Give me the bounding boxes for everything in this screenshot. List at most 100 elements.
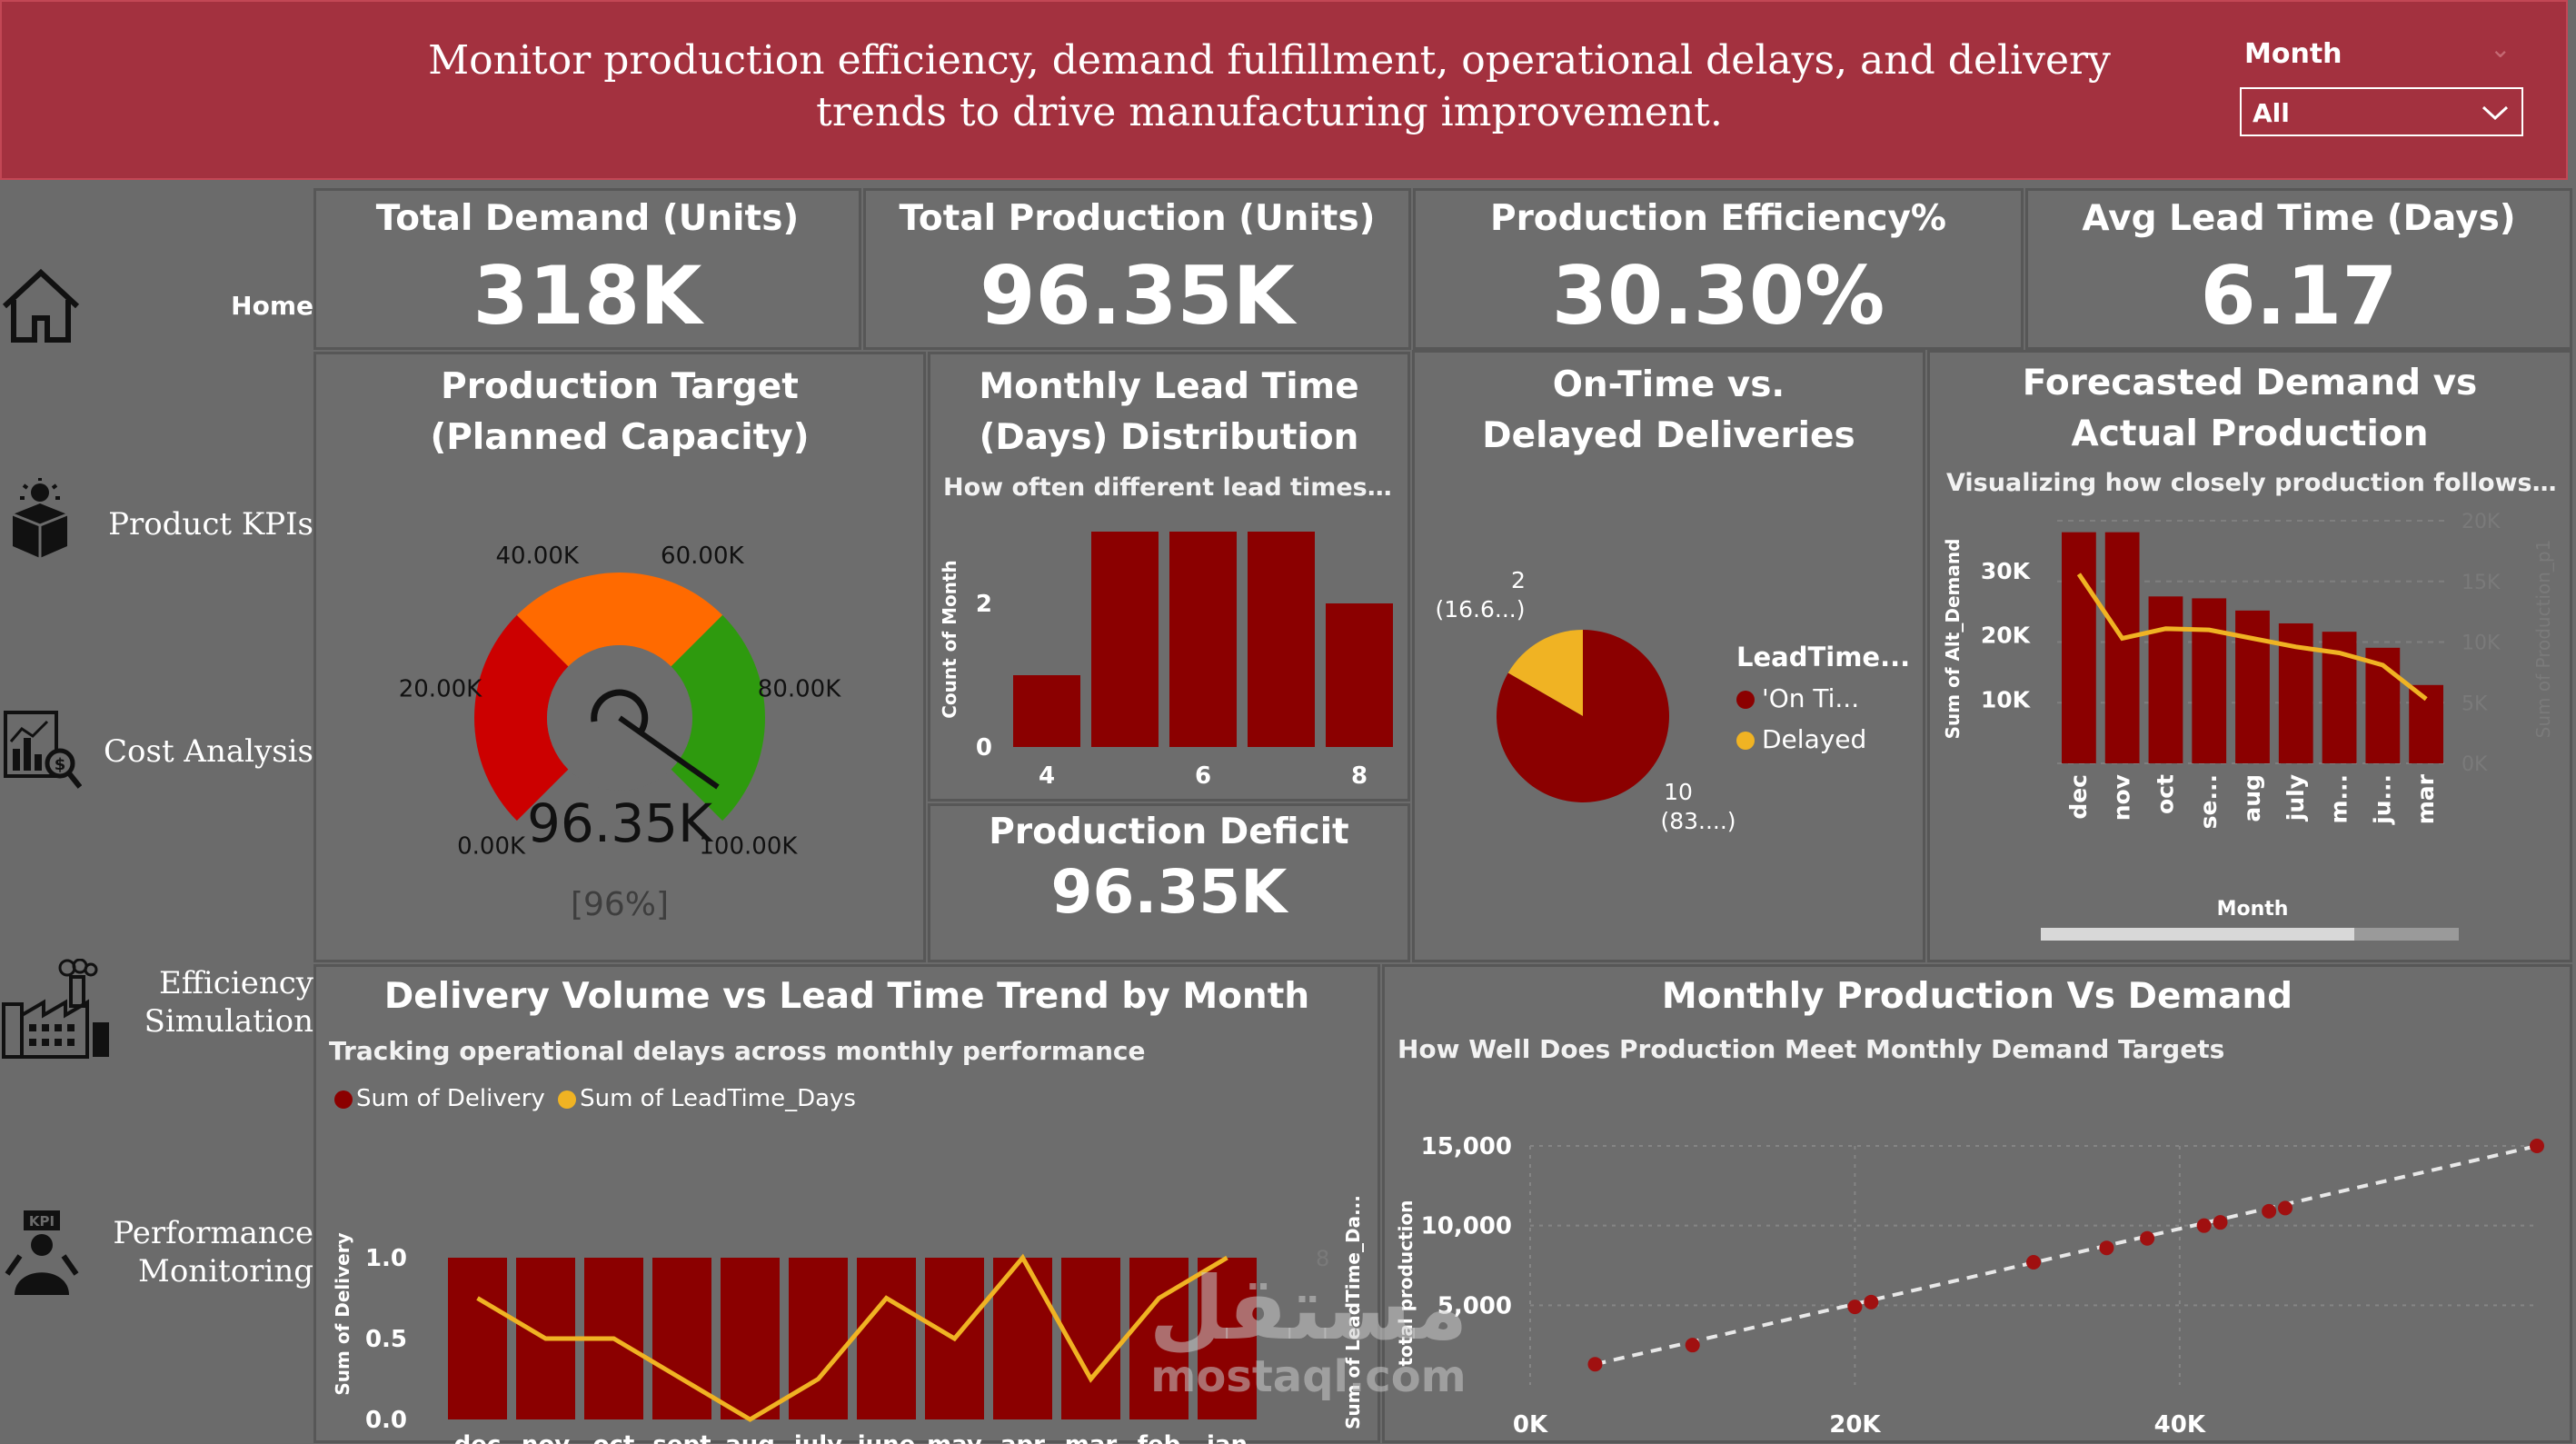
x-axis-label: Month bbox=[2217, 898, 2289, 921]
legend-label: Delayed bbox=[1762, 724, 1867, 754]
panel-subtitle: How often different lead times occur... bbox=[943, 473, 1397, 502]
legend-item-delivery[interactable]: Sum of Delivery bbox=[334, 1085, 545, 1112]
x-tick-label: nov bbox=[2109, 774, 2135, 821]
x-tick-label: oct bbox=[593, 1431, 635, 1444]
x-tick-label: dec bbox=[454, 1431, 502, 1444]
kpi-value: 318K bbox=[472, 249, 702, 343]
banner-text: Monitor production efficiency, demand fu… bbox=[428, 37, 2111, 135]
sidebar-item-home[interactable]: Home bbox=[0, 254, 313, 354]
y-axis-label: Count of Month bbox=[939, 560, 960, 719]
x-tick-label: aug bbox=[725, 1431, 775, 1444]
x-tick-label: 8 bbox=[1351, 762, 1368, 790]
x-tick-label: 4 bbox=[1039, 762, 1055, 790]
delivery-legend: Sum of Delivery Sum of LeadTime_Days bbox=[334, 1085, 856, 1112]
svg-text:$: $ bbox=[55, 755, 66, 774]
scatter-point bbox=[2262, 1203, 2277, 1219]
x-tick-label: june bbox=[857, 1431, 916, 1444]
gauge-tick-label: 40.00K bbox=[495, 543, 579, 570]
kpi-value: 30.30% bbox=[1551, 249, 1885, 343]
x-tick-label: dec bbox=[2065, 774, 2092, 820]
sidebar-item-label: Product KPIs bbox=[108, 506, 313, 543]
gauge-panel: Production Target (Planned Capacity) 0.0… bbox=[313, 352, 926, 962]
gauge-needle-cap bbox=[591, 689, 649, 732]
y-tick-label: 20K bbox=[1981, 622, 2032, 649]
scatter-point bbox=[1847, 1300, 1863, 1315]
cost-chart-icon: $ bbox=[4, 711, 82, 789]
gauge-tick-label: 0.00K bbox=[457, 832, 526, 860]
gauge-tick-label: 20.00K bbox=[399, 676, 482, 703]
panel-title: On-Time vs. Delayed Deliveries bbox=[1482, 364, 1855, 456]
scatter-point bbox=[2530, 1139, 2544, 1153]
y-tick-label: 5,000 bbox=[1437, 1292, 1512, 1320]
lead-time-line bbox=[476, 1253, 1228, 1422]
gauge-chart: 0.00K 20.00K 40.00K 60.00K 80.00K 100.00K bbox=[399, 543, 842, 861]
x-tick-label: july bbox=[793, 1431, 842, 1444]
legend-item-delayed[interactable]: Delayed bbox=[1736, 724, 1910, 754]
delivery-bar bbox=[789, 1258, 848, 1419]
y-tick-label: 0.0 bbox=[365, 1407, 407, 1434]
forecast-panel: Forecasted Demand vs Actual Production V… bbox=[1927, 350, 2572, 962]
panel-subtitle: Visualizing how closely production follo… bbox=[1946, 469, 2564, 497]
scatter-point bbox=[1587, 1357, 1603, 1372]
x-tick-label: ju... bbox=[2369, 774, 2395, 825]
legend-item-on-time[interactable]: 'On Ti... bbox=[1736, 683, 1910, 713]
panel-title: Forecasted Demand vs Actual Production bbox=[2022, 363, 2478, 454]
kpi-card-total-demand: Total Demand (Units) 318K bbox=[313, 188, 861, 350]
delivery-bar bbox=[652, 1258, 711, 1419]
sidebar-item-label: Performance Monitoring bbox=[113, 1215, 313, 1290]
sidebar-item-cost-analysis[interactable]: $ Cost Analysis bbox=[0, 700, 313, 800]
legend-dot bbox=[1736, 732, 1755, 750]
product-box-icon bbox=[12, 478, 68, 558]
x-tick-label: mar bbox=[1065, 1431, 1118, 1444]
panel-title: Delivery Volume vs Lead Time Trend by Mo… bbox=[383, 976, 1310, 1017]
y2-tick-label: 8 bbox=[1316, 1246, 1329, 1271]
delivery-bar bbox=[993, 1258, 1052, 1419]
delivery-panel: Delivery Volume vs Lead Time Trend by Mo… bbox=[313, 964, 1380, 1444]
filter-clear-icon[interactable]: ⌄ bbox=[2490, 34, 2511, 64]
panel-title: Monthly Production Vs Demand bbox=[1661, 976, 2293, 1017]
kpi-card-total-production: Total Production (Units) 96.35K bbox=[863, 188, 1411, 350]
x-tick-label: sept bbox=[652, 1431, 711, 1444]
forecast-line bbox=[2076, 573, 2428, 702]
panel-subtitle: Tracking operational delays across month… bbox=[329, 1036, 1146, 1066]
scatter-point bbox=[1685, 1338, 1700, 1353]
watermark-url: mostaql.com bbox=[1150, 1351, 1467, 1402]
home-icon bbox=[2, 268, 80, 343]
legend-item-lead-time[interactable]: Sum of LeadTime_Days bbox=[558, 1085, 856, 1112]
kpi-title: Total Production (Units) bbox=[899, 198, 1376, 239]
forecast-bar bbox=[2104, 532, 2140, 763]
y-tick-label: 1.0 bbox=[365, 1245, 407, 1272]
y2-tick-label: 20K bbox=[2462, 511, 2501, 533]
header-banner: Monitor production efficiency, demand fu… bbox=[0, 0, 2568, 180]
sidebar-item-product-kpis[interactable]: Product KPIs bbox=[0, 473, 313, 573]
scatter-point bbox=[1864, 1294, 1879, 1310]
gauge-tick-label: 60.00K bbox=[661, 543, 744, 570]
y-tick-label: 0.5 bbox=[365, 1326, 407, 1353]
gauge-band-low bbox=[474, 614, 569, 822]
lead-time-hist-chart: 0 2 4 6 8 Count of Month bbox=[939, 532, 1393, 790]
kpi-title: Total Demand (Units) bbox=[375, 198, 800, 239]
production-deficit-card: Production Deficit 96.35K bbox=[928, 803, 1410, 962]
x-tick-label: jan bbox=[1206, 1431, 1248, 1444]
legend-dot bbox=[558, 1090, 577, 1109]
month-filter-dropdown[interactable]: All bbox=[2240, 87, 2523, 136]
scatter-point bbox=[2099, 1240, 2114, 1256]
scatter-point bbox=[2196, 1218, 2212, 1233]
on-time-pie-panel: On-Time vs. Delayed Deliveries 2 (16.6...… bbox=[1412, 350, 1925, 962]
pie-slice-on-time bbox=[1497, 630, 1669, 802]
gauge-percent-label: [96%] bbox=[570, 886, 670, 923]
y2-tick-label: 10K bbox=[2462, 632, 2501, 655]
hist-bar bbox=[1091, 532, 1159, 747]
x-tick-label: feb bbox=[1138, 1431, 1181, 1444]
delivery-bar bbox=[448, 1258, 507, 1419]
sidebar-item-label: Efficiency Simulation bbox=[144, 965, 313, 1040]
hist-bar bbox=[1248, 532, 1315, 747]
sidebar-item-label: Home bbox=[231, 291, 313, 321]
hist-bar bbox=[1013, 675, 1080, 747]
chevron-down-icon bbox=[2482, 105, 2509, 121]
scatter-point bbox=[2278, 1200, 2293, 1216]
pie-chart: 2 (16.6...) 10 (83....) bbox=[1435, 571, 1736, 834]
sidebar-item-performance-monitoring[interactable]: KPI Performance Monitoring bbox=[0, 1200, 313, 1318]
sidebar-item-efficiency-simulation[interactable]: Efficiency Simulation bbox=[0, 950, 313, 1068]
